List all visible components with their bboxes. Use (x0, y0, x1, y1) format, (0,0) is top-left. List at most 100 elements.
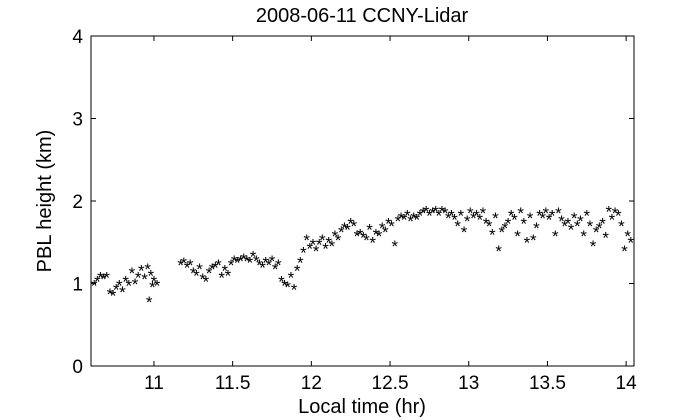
data-point: * (413, 211, 420, 230)
data-point: * (596, 219, 603, 238)
data-point: * (196, 260, 203, 279)
x-axis-ticks: 11 11.5 12 12.5 13 13.5 14 (144, 36, 637, 394)
data-point: * (533, 219, 540, 238)
data-point: * (420, 204, 427, 223)
data-point: * (467, 204, 474, 223)
data-point: * (256, 256, 263, 275)
data-point: * (546, 211, 553, 230)
data-point: * (297, 253, 304, 272)
data-point: * (237, 252, 244, 271)
data-point: * (454, 217, 461, 236)
data-point: * (609, 211, 616, 230)
data-point: * (187, 256, 194, 275)
data-point: * (322, 239, 329, 258)
data-point: * (621, 242, 628, 261)
data-point: * (388, 217, 395, 236)
chart-title: 2008-06-11 CCNY-Lidar (256, 5, 469, 27)
data-point: * (417, 206, 424, 225)
data-point: * (291, 281, 298, 300)
data-point: * (94, 272, 101, 291)
data-point: * (310, 235, 317, 254)
data-point: * (555, 204, 562, 223)
data-point: * (458, 206, 465, 225)
data-point: * (552, 227, 559, 246)
data-point: * (442, 204, 449, 223)
data-point: * (426, 206, 433, 225)
data-point: * (599, 215, 606, 234)
data-point: * (502, 219, 509, 238)
data-point: * (583, 206, 590, 225)
data-point: * (508, 206, 515, 225)
data-point: * (521, 215, 528, 234)
data-point: * (212, 258, 219, 277)
data-point: * (407, 212, 414, 231)
data-point: * (606, 202, 613, 221)
data-point: * (209, 260, 216, 279)
data-point: * (275, 256, 282, 275)
data-point: * (319, 231, 326, 250)
data-point: * (404, 206, 411, 225)
data-point: * (451, 211, 458, 230)
data-point: * (373, 225, 380, 244)
data-point: * (338, 223, 345, 242)
data-point: * (190, 264, 197, 283)
data-point: * (385, 215, 392, 234)
data-point: * (203, 272, 210, 291)
data-point: * (347, 215, 354, 234)
data-point: * (316, 235, 323, 254)
data-point: * (492, 209, 499, 228)
data-point: * (429, 204, 436, 223)
data-point: * (259, 258, 266, 277)
data-point: * (149, 278, 156, 297)
data-point: * (436, 206, 443, 225)
data-point: * (351, 217, 358, 236)
y-axis-label: PBL height (km) (34, 130, 56, 273)
data-point: * (107, 285, 114, 304)
data-point: * (398, 209, 405, 228)
data-point: * (325, 234, 332, 253)
data-point: * (628, 234, 635, 253)
data-point: * (549, 206, 556, 225)
data-point: * (354, 227, 361, 246)
data-point: * (154, 277, 161, 296)
y-tick-label: 1 (72, 275, 83, 296)
data-point: * (300, 244, 307, 263)
data-point: * (234, 253, 241, 272)
data-point: * (382, 223, 389, 242)
data-point: * (357, 225, 364, 244)
data-point: * (266, 256, 273, 275)
data-point: * (306, 239, 313, 258)
data-point: * (269, 252, 276, 271)
data-point: * (240, 250, 247, 269)
y-axis-ticks: 0 1 2 3 4 (72, 27, 634, 378)
x-tick-label: 13.5 (529, 373, 566, 394)
data-point: * (360, 229, 367, 248)
data-point: * (262, 253, 269, 272)
data-point: * (612, 204, 619, 223)
data-point: * (225, 267, 232, 286)
data-point: * (483, 215, 490, 234)
data-point: * (464, 212, 471, 231)
data-point: * (253, 252, 260, 271)
data-point: * (577, 212, 584, 231)
data-point: * (231, 252, 238, 271)
data-point: * (144, 260, 151, 279)
data-point: * (146, 293, 153, 312)
data-point: * (177, 256, 184, 275)
data-point: * (103, 268, 110, 287)
data-point: * (369, 234, 376, 253)
data-point: * (184, 258, 191, 277)
data-point: * (91, 277, 98, 296)
data-point: * (571, 209, 578, 228)
data-point: * (341, 219, 348, 238)
data-point: * (489, 225, 496, 244)
data-point: * (303, 231, 310, 250)
data-point: * (536, 206, 543, 225)
data-point: * (294, 262, 301, 281)
data-point: * (221, 262, 228, 281)
data-point: * (461, 223, 468, 242)
data-point: * (527, 209, 534, 228)
data-point: * (448, 206, 455, 225)
data-point: * (593, 223, 600, 242)
data-point: * (561, 217, 568, 236)
